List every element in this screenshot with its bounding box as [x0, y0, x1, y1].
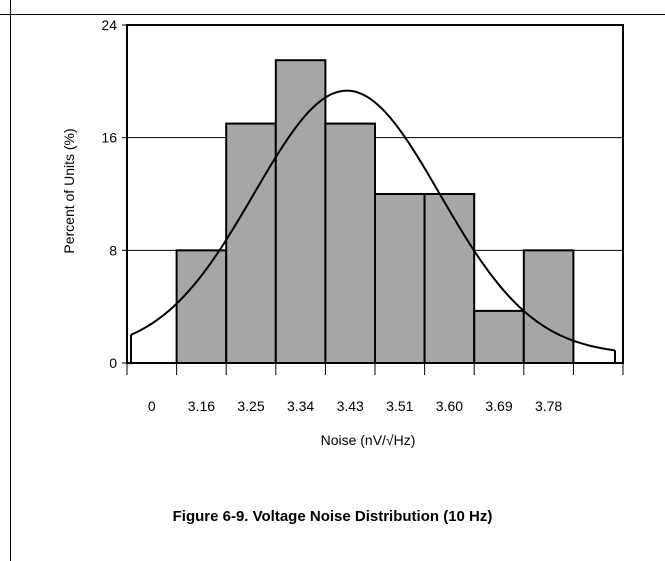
x-tick-label: 3.60	[436, 398, 463, 414]
y-tick-label: 8	[109, 242, 117, 258]
bars	[175, 59, 575, 365]
histogram-bar	[374, 193, 426, 364]
x-tick-label: 3.78	[535, 398, 562, 414]
histogram-bar	[473, 309, 525, 364]
y-tick-label: 24	[101, 17, 117, 33]
x-tick-label: 3.34	[287, 398, 314, 414]
x-tick-label: 3.69	[485, 398, 512, 414]
histogram-bar	[423, 193, 476, 364]
histogram-bar	[225, 122, 277, 365]
histogram-bar	[522, 249, 575, 364]
histogram-chart: 0 8 16 24 0 3.16 3.25 3.34 3.43 3.51 3.60 3.69 3.78…	[61, 17, 624, 448]
y-tick-label: 0	[109, 355, 117, 371]
page-left-rule	[10, 0, 11, 561]
figure-caption: Figure 6-9. Voltage Noise Distribution (…	[172, 508, 493, 525]
histogram-bar	[175, 249, 228, 364]
x-tick-label: 0	[148, 398, 156, 414]
histogram-bar	[274, 59, 327, 364]
fit-curve	[130, 89, 616, 352]
x-tick-label: 3.25	[237, 398, 264, 414]
x-tick-label: 3.16	[188, 398, 215, 414]
y-tick-label: 16	[101, 130, 117, 146]
fit-curve-layer	[130, 89, 616, 363]
x-axis-label: Noise (nV/√Hz)	[321, 432, 416, 448]
histogram-bar	[324, 122, 376, 365]
y-ticks: 0 8 16 24	[101, 17, 127, 371]
x-tick-label: 3.51	[386, 398, 413, 414]
x-axis: 0 3.16 3.25 3.34 3.43 3.51 3.60 3.69 3.78	[126, 363, 624, 414]
x-tick-label: 3.43	[337, 398, 364, 414]
y-axis-label: Percent of Units (%)	[61, 128, 77, 253]
page-top-rule	[0, 14, 665, 15]
